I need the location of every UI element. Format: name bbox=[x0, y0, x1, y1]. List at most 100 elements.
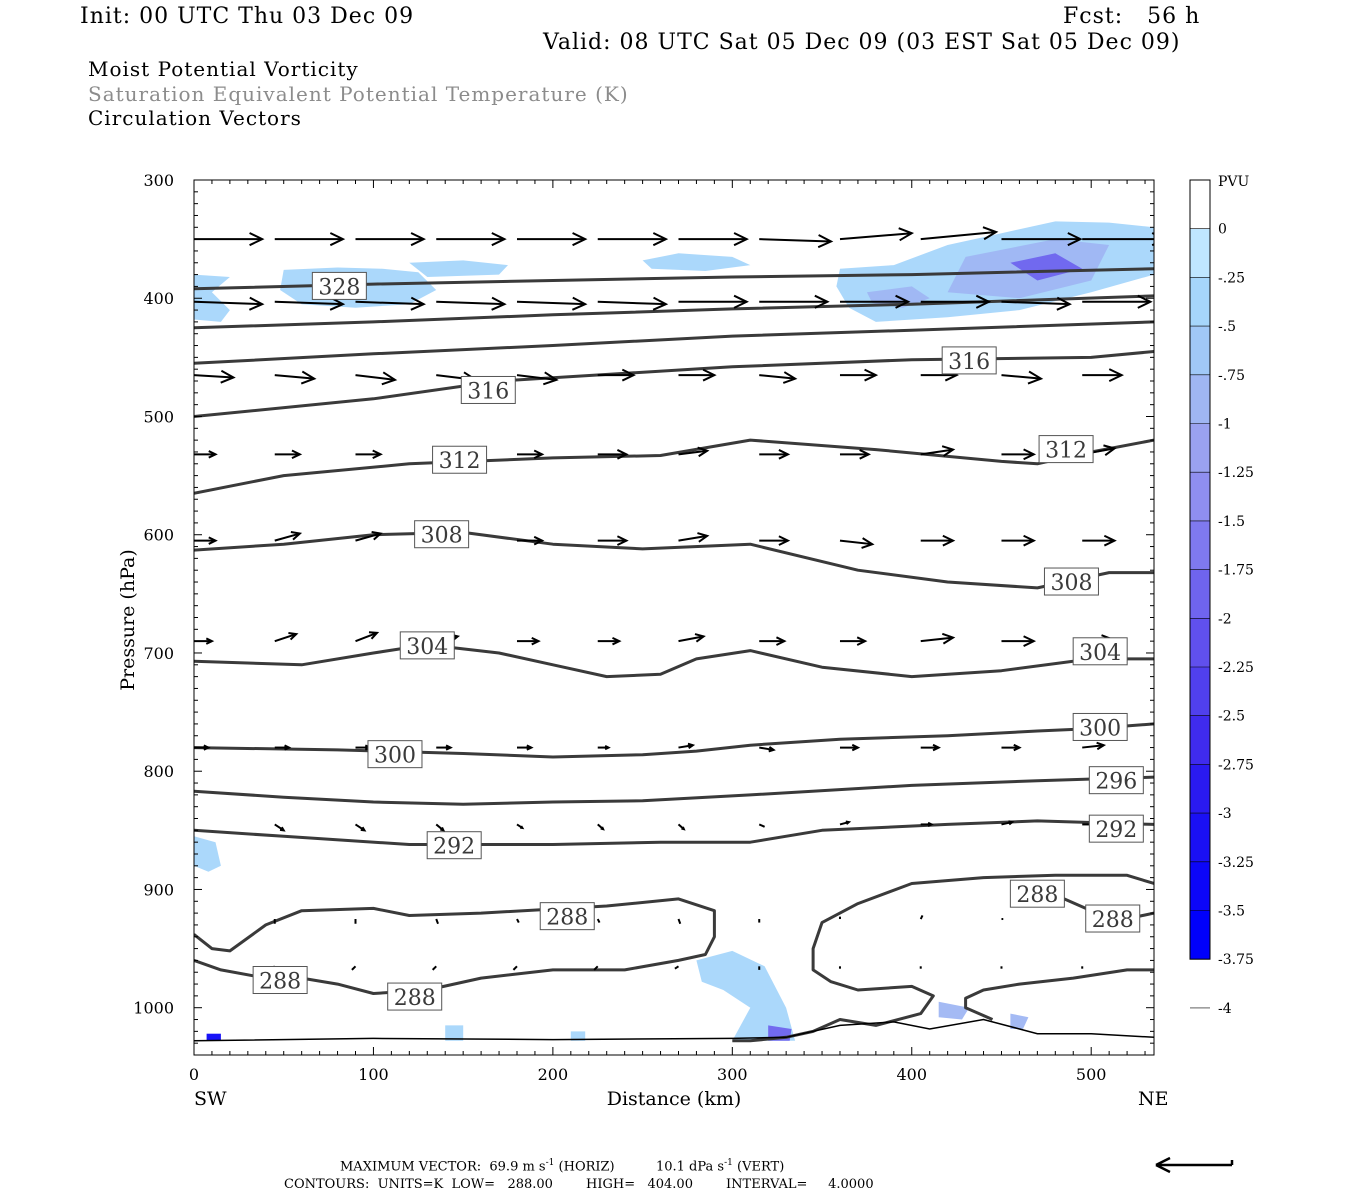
pv-region bbox=[696, 950, 796, 1041]
colorbar-swatch bbox=[1190, 813, 1210, 862]
vector-head bbox=[288, 632, 299, 641]
contour-line-312 bbox=[194, 438, 1154, 495]
vector-shaft bbox=[759, 238, 832, 243]
max-vector-label: MAXIMUM VECTOR: bbox=[340, 1159, 482, 1175]
contour-label: 312 bbox=[439, 449, 481, 474]
circulation-vector bbox=[351, 965, 357, 971]
vector-shaft bbox=[839, 539, 873, 546]
circulation-vector bbox=[435, 823, 446, 832]
circulation-vector bbox=[1001, 232, 1083, 247]
pv-region bbox=[1010, 253, 1083, 281]
vector-shaft bbox=[597, 300, 666, 306]
vector-head bbox=[845, 820, 852, 825]
contour-line-288 bbox=[194, 897, 716, 995]
vector-head bbox=[851, 743, 861, 752]
contour-label-box bbox=[252, 966, 308, 995]
circulation-vector bbox=[758, 823, 766, 828]
circulation-vector bbox=[593, 965, 599, 971]
circulation-vector bbox=[920, 445, 956, 457]
circulation-vector bbox=[436, 744, 453, 751]
circulation-vector bbox=[597, 368, 636, 382]
vector-shaft bbox=[678, 635, 704, 643]
circulation-vector bbox=[274, 632, 299, 643]
vector-head bbox=[445, 744, 453, 751]
colorbar-unit: PVU bbox=[1218, 174, 1250, 190]
vector-head bbox=[440, 826, 446, 832]
pv-region bbox=[206, 1033, 221, 1041]
axes: 300 400 500 600 700 800 900 1000 0 100 200 300 400 50… bbox=[133, 171, 1154, 1084]
contour-line-316 bbox=[194, 350, 1154, 418]
contour-label-box bbox=[414, 520, 470, 549]
vert-vector-value: 10.1 dPa s bbox=[655, 1159, 725, 1175]
vector-shaft bbox=[758, 823, 766, 828]
contour-line-324 bbox=[194, 294, 1154, 330]
vector-shaft bbox=[512, 965, 518, 971]
contour-label: 316 bbox=[948, 350, 990, 375]
contour-label-box bbox=[367, 740, 423, 769]
pv-colorbar: 0 -.25 -.5 -.75 -1 -1.25 -1.5 -1.75 -2 -2.25 -2.5 -… bbox=[1189, 179, 1254, 1017]
circulation-vector bbox=[1082, 294, 1153, 309]
circulation-vector bbox=[596, 918, 601, 924]
vector-head bbox=[814, 294, 830, 309]
vector-head bbox=[284, 744, 292, 751]
colorbar-label: -1.5 bbox=[1218, 514, 1245, 530]
contour-label-box bbox=[432, 445, 488, 474]
circulation-vector bbox=[1001, 296, 1072, 311]
vector-head bbox=[1023, 448, 1037, 461]
circulation-vector bbox=[194, 536, 218, 545]
vector-shaft bbox=[274, 374, 315, 380]
vector-head bbox=[697, 446, 710, 458]
vector-shaft bbox=[355, 631, 378, 643]
colorbar-swatch bbox=[1190, 764, 1210, 814]
contour-label: 308 bbox=[421, 524, 463, 549]
vector-head bbox=[898, 227, 915, 242]
contour-label-box bbox=[941, 346, 997, 375]
circulation-vector bbox=[274, 744, 292, 751]
vector-shaft bbox=[596, 918, 601, 924]
contour-label-box bbox=[1085, 904, 1141, 933]
colorbar-label: -2.5 bbox=[1218, 709, 1245, 725]
vector-head bbox=[652, 296, 669, 311]
colorbar-swatch bbox=[1190, 861, 1210, 911]
circulation-vector bbox=[920, 294, 992, 309]
circulation-vector bbox=[597, 745, 611, 751]
contour-line-296 bbox=[194, 775, 1154, 806]
vector-head bbox=[859, 449, 871, 460]
vector-head bbox=[371, 530, 383, 541]
contour-label-box bbox=[1072, 637, 1128, 666]
vector-shaft bbox=[1001, 374, 1042, 380]
contour-line-288 bbox=[732, 873, 1154, 1043]
vector-head bbox=[381, 371, 398, 386]
colorbar-swatch bbox=[1190, 618, 1210, 667]
circulation-vector bbox=[920, 534, 956, 547]
circulation-vector bbox=[678, 742, 696, 749]
vector-shaft bbox=[436, 300, 505, 306]
circulation-vector bbox=[355, 371, 398, 386]
reference-vector-arrow bbox=[1155, 1156, 1234, 1174]
circulation-vector bbox=[431, 965, 437, 971]
vector-head bbox=[702, 368, 717, 382]
vector-shaft bbox=[351, 965, 357, 971]
colorbar-label: -1.75 bbox=[1218, 563, 1254, 579]
circulation-vector bbox=[516, 232, 588, 247]
contour-line-320 bbox=[194, 320, 1154, 365]
colorbar-label: -.75 bbox=[1218, 368, 1245, 384]
vector-head bbox=[571, 296, 588, 311]
circulation-vector bbox=[839, 368, 879, 382]
vector-shaft bbox=[919, 915, 924, 920]
vector-shaft bbox=[194, 374, 234, 379]
colorbar-label: -.25 bbox=[1218, 270, 1245, 286]
colorbar-label: -3.5 bbox=[1218, 904, 1245, 920]
contour-label: 288 bbox=[1092, 908, 1134, 933]
circulation-vector bbox=[355, 631, 380, 643]
vector-head bbox=[941, 445, 956, 457]
contour-label-box bbox=[1043, 567, 1099, 596]
y-tick-label: 1000 bbox=[133, 999, 174, 1018]
colorbar-swatch bbox=[1190, 228, 1210, 278]
circulation-vector bbox=[597, 823, 605, 831]
y-tick-label: 900 bbox=[143, 880, 174, 899]
x-tick-label: 0 bbox=[189, 1065, 199, 1084]
x-tick-label: 500 bbox=[1076, 1065, 1107, 1084]
circulation-vector bbox=[516, 636, 541, 646]
colorbar-swatch bbox=[1190, 520, 1210, 570]
